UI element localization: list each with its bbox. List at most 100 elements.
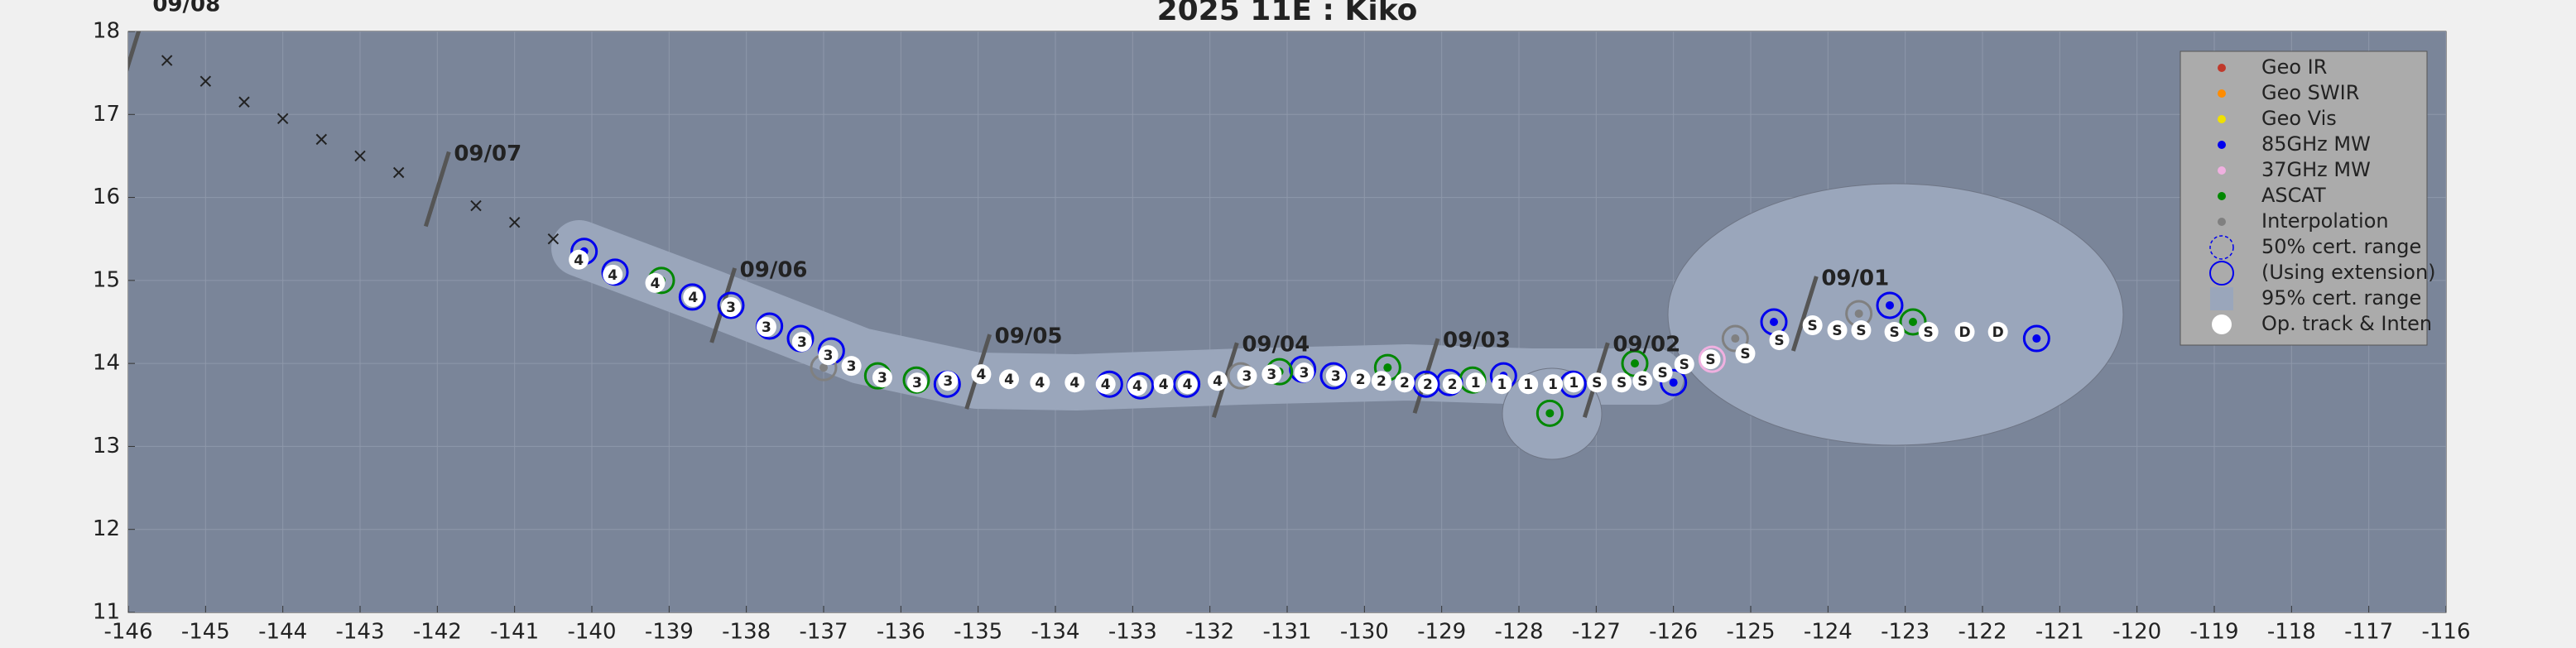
x-tick-label: -145 [181,620,230,645]
intensity-label: S [1924,324,1934,341]
intensity-label: 4 [1101,377,1111,393]
intensity-label: 2 [1377,373,1387,390]
date-label: 09/07 [454,142,521,166]
intensity-label: 3 [1331,368,1341,385]
legend-swatch [2218,115,2226,123]
track-point [1851,320,1872,341]
track-cross [238,96,250,108]
legend-label: 50% cert. range [2261,235,2421,258]
y-tick-label: 13 [93,434,120,458]
x-tick-label: -144 [258,620,307,645]
y-tick-label: 16 [93,185,120,209]
intensity-label: 4 [1159,377,1169,393]
intensity-label: D [1958,324,1970,341]
fix-ring [1173,370,1201,398]
y-tick-label: 11 [93,600,120,625]
intensity-label: 2 [1356,372,1366,388]
fix-dot [1669,378,1678,387]
fix-ring [717,291,745,319]
track-point [971,364,992,385]
track-point [1465,372,1486,393]
intensity-label: 1 [1471,375,1481,391]
legend-swatch [2209,261,2234,286]
track-point [1827,320,1848,341]
track-point [1350,369,1371,390]
track-point [1153,374,1174,395]
x-tick-label: -117 [2344,620,2393,645]
date-tick [423,151,451,228]
chart-title: 2025 11E : Kiko [1157,0,1418,27]
intensity-label: S [1657,365,1667,382]
track-point [1632,371,1653,391]
x-tick-label: -120 [2112,620,2161,645]
track-point [1612,372,1632,393]
track-point [1065,372,1085,393]
track-point [1954,322,1975,343]
intensity-label: 3 [824,348,834,364]
x-tick-label: -118 [2267,620,2316,645]
intensity-label: 3 [847,358,857,375]
date-label: 09/01 [1821,266,1889,290]
legend-label: Interpolation [2261,209,2389,233]
x-tick-label: -137 [799,620,848,645]
fix-dot [819,363,828,372]
fix-ring [1660,368,1688,396]
track-point [1177,374,1198,395]
legend-swatch [2218,64,2226,72]
track-point [1492,374,1512,395]
intensity-label: 3 [1242,368,1252,385]
intensity-label: S [1889,324,1899,341]
fix-dot [1731,334,1740,343]
intensity-label: 4 [1213,373,1223,390]
track-point [906,372,927,393]
fix-ring [1319,362,1348,390]
x-tick-label: -124 [1804,620,1853,645]
intensity-label: 3 [912,375,922,391]
track-cross [392,166,405,179]
y-tick-label: 17 [93,102,120,127]
track-point [1095,374,1116,395]
intensity-label: S [1808,318,1818,334]
track-point [1127,376,1147,396]
track-point [1802,315,1823,336]
track-point [1294,362,1314,383]
track-point [1417,374,1438,395]
grid [128,31,2446,612]
track-point [938,371,959,391]
track-cross [354,150,366,162]
x-tick-label: -121 [2035,620,2084,645]
x-tick-label: -143 [335,620,384,645]
y-tick-label: 18 [93,19,120,44]
track-point [1652,362,1673,383]
intensity-label: 1 [1497,377,1507,393]
track-point [1518,374,1539,395]
x-tick-label: -139 [645,620,694,645]
x-tick-label: -130 [1340,620,1389,645]
track-point [999,369,1019,390]
legend-label: Geo Vis [2261,107,2337,130]
legend-label: Geo IR [2261,55,2327,79]
legend-swatch [2218,89,2226,98]
x-tick-label: -142 [413,620,462,645]
track-point [872,367,892,388]
intensity-label: 4 [651,276,661,292]
track-point [645,272,666,293]
intensity-label: D [1992,324,2004,341]
date-label: 09/02 [1612,333,1680,358]
fix-ring [678,283,706,311]
date-label: 09/06 [740,257,808,282]
x-tick-label: -128 [1494,620,1543,645]
fix-dot [1383,363,1392,372]
track-point [1371,371,1391,391]
track-point [1987,322,2008,343]
track-point [569,249,589,270]
intensity-label: S [1740,346,1750,362]
x-tick-label: -125 [1726,620,1775,645]
fix-dot [1770,318,1778,326]
track-point [756,317,776,338]
intensity-label: 3 [797,334,807,351]
intensity-label: S [1832,323,1842,339]
intensity-label: 4 [1004,372,1014,388]
